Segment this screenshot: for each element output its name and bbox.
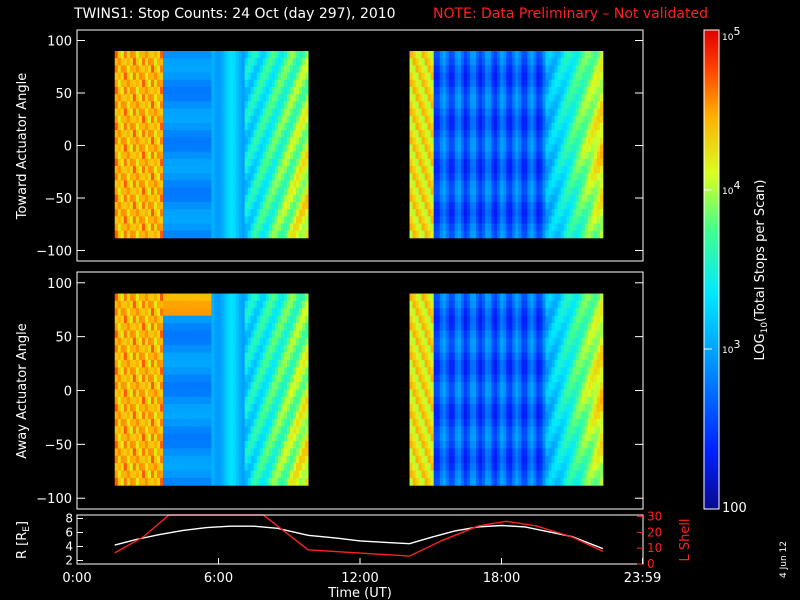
colorbar-title-suffix: (Total Stops per Scan) bbox=[753, 180, 768, 322]
heatmap-toward bbox=[114, 51, 604, 239]
x-axis-label: Time (UT) bbox=[327, 586, 392, 600]
panel-toward: 100 50 0 −50 −100 Toward Actuator Angle bbox=[15, 29, 644, 262]
chart-title: TWINS1: Stop Counts: 24 Oct (day 297), 2… bbox=[74, 6, 396, 22]
x-tick-label: 0:00 bbox=[62, 571, 91, 586]
colorbar-label-3-base: 10 bbox=[722, 346, 734, 356]
colorbar: 105 104 103 100 LOG10(Total Stops per Sc… bbox=[703, 25, 770, 516]
y-tick-label: 50 bbox=[55, 331, 72, 346]
orbit-right-tick-label: 0 bbox=[647, 557, 655, 571]
orbit-left-label-main: R [R bbox=[15, 532, 30, 559]
colorbar-label-3: 103 bbox=[722, 338, 740, 356]
y-tick-label: −100 bbox=[36, 245, 72, 260]
orbit-left-label-close: ] bbox=[15, 521, 30, 526]
y-tick-label: 50 bbox=[55, 87, 72, 102]
colorbar-label-bottom: 100 bbox=[722, 501, 747, 516]
orbit-left-tick-label: 6 bbox=[65, 526, 73, 540]
colorbar-label-4-exp: 4 bbox=[733, 179, 740, 192]
panel-toward-ylabel: Toward Actuator Angle bbox=[15, 73, 30, 220]
panel-away: 100 50 0 −50 −100 Away Actuator Angle bbox=[15, 271, 644, 510]
orbit-x-ticks: 0:00 6:00 12:00 18:00 23:59 bbox=[62, 558, 661, 586]
colorbar-label-4-base: 10 bbox=[722, 187, 734, 197]
colorbar-label-5-base: 10 bbox=[722, 33, 734, 43]
y-tick-label: 100 bbox=[47, 277, 72, 292]
panel-away-yticks: 100 50 0 −50 −100 bbox=[36, 277, 643, 507]
y-tick-label: 0 bbox=[64, 385, 72, 400]
y-tick-label: 100 bbox=[47, 35, 72, 50]
orbit-left-tick-label: 2 bbox=[65, 554, 73, 568]
orbit-left-tick-label: 8 bbox=[65, 512, 73, 526]
colorbar-axis-title: LOG10(Total Stops per Scan) bbox=[753, 180, 770, 361]
colorbar-label-5-exp: 5 bbox=[733, 25, 740, 38]
orbit-right-tick-label: 20 bbox=[647, 525, 662, 539]
y-tick-label: −100 bbox=[36, 492, 72, 507]
orbit-right-tick-label: 30 bbox=[647, 510, 662, 524]
orbit-right-label: L Shell bbox=[678, 518, 693, 561]
series-r-line bbox=[114, 524, 604, 550]
series-lshell-line bbox=[114, 514, 604, 557]
orbit-left-label: R [RE] bbox=[15, 521, 32, 559]
panel-away-ylabel: Away Actuator Angle bbox=[15, 323, 30, 458]
colorbar-label-4: 104 bbox=[722, 179, 740, 197]
y-tick-label: −50 bbox=[45, 438, 72, 453]
y-tick-label: −50 bbox=[45, 192, 72, 207]
orbit-right-tick-label: 10 bbox=[647, 541, 662, 555]
colorbar-label-5: 105 bbox=[722, 25, 740, 43]
x-tick-label: 23:59 bbox=[624, 571, 661, 586]
panel-orbit-frame bbox=[76, 514, 644, 565]
orbit-lines bbox=[114, 514, 604, 557]
date-stamp: 4 Jun 12 bbox=[779, 541, 789, 578]
x-tick-label: 18:00 bbox=[483, 571, 520, 586]
colorbar-label-3-exp: 3 bbox=[733, 338, 740, 351]
y-tick-label: 0 bbox=[64, 140, 72, 155]
preliminary-note: NOTE: Data Preliminary – Not validated bbox=[433, 6, 708, 22]
colorbar-title-prefix: LOG bbox=[753, 333, 768, 360]
x-tick-label: 12:00 bbox=[341, 571, 378, 586]
heatmap-away bbox=[114, 293, 604, 486]
orbit-left-label-sub: E bbox=[22, 526, 32, 532]
orbit-left-tick-label: 4 bbox=[65, 540, 73, 554]
x-tick-label: 6:00 bbox=[204, 571, 233, 586]
colorbar-title-sub: 10 bbox=[760, 322, 770, 334]
panel-toward-yticks: 100 50 0 −50 −100 bbox=[36, 35, 643, 260]
colorbar-gradient bbox=[704, 30, 719, 509]
